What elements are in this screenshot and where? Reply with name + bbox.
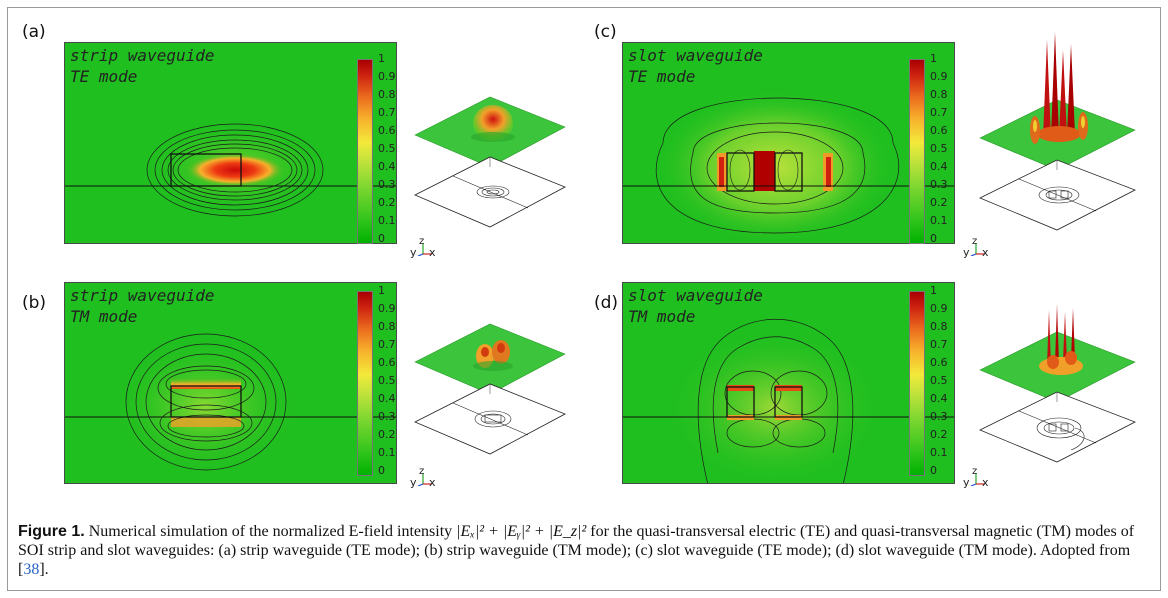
field-map [65,43,396,243]
axis-y-label: y [410,246,417,259]
colorbar-tick: 0.9 [378,70,396,83]
caption-formula: |Eₓ|² + |Eᵧ|² + |E_z|² [456,523,587,540]
colorbar [909,291,925,476]
colorbar-ticks: 1 0.9 0.8 0.7 0.6 0.5 0.4 0.3 0.2 0.1 0 [378,284,418,477]
colorbar-tick: 0.9 [930,70,948,83]
colorbar-tick: 0.3 [930,410,948,423]
axis-y-label: y [410,476,417,489]
colorbar-tick: 0.2 [378,428,396,441]
colorbar-tick: 0.2 [930,196,948,209]
field-plot: strip waveguide TM mode [64,282,397,484]
caption-text-end: ]. [39,561,49,578]
colorbar-tick: 0.3 [378,410,396,423]
panel-title-line2: TM mode [628,307,696,326]
colorbar-tick: 1 [378,284,385,297]
field-map [65,283,396,483]
figure-caption: Figure 1. Numerical simulation of the no… [18,522,1148,579]
colorbar-tick: 0.8 [378,320,396,333]
colorbar-tick: 0.8 [378,88,396,101]
colorbar-tick: 0.1 [378,214,396,227]
colorbar-tick: 0.5 [930,374,948,387]
colorbar-tick: 0.4 [930,160,948,173]
colorbar-tick: 0.6 [930,124,948,137]
colorbar-tick: 0.9 [930,302,948,315]
iso-3d-view [414,323,566,455]
colorbar-tick: 0.2 [930,428,948,441]
panel-title: slot waveguide TM mode [628,285,763,327]
panel-title-line2: TM mode [70,307,138,326]
panel-title: slot waveguide TE mode [628,45,763,87]
axis-z-label: z [419,466,425,477]
colorbar-tick: 1 [378,52,385,65]
panel-title-line1: slot waveguide [628,286,763,305]
field-plot: slot waveguide TE mode [622,42,955,244]
colorbar-tick: 0.3 [930,178,948,191]
colorbar-ticks: 1 0.9 0.8 0.7 0.6 0.5 0.4 0.3 0.2 0.1 0 [378,52,418,245]
caption-text-before: Numerical simulation of the normalized E… [84,523,457,540]
iso-3d-view [414,96,566,228]
colorbar-tick: 0.5 [378,374,396,387]
colorbar [357,291,373,476]
colorbar-tick: 0.7 [930,338,948,351]
axis-z-label: z [972,466,978,477]
iso-3d-view [979,304,1136,463]
field-map [623,43,954,243]
colorbar-tick: 0.7 [378,106,396,119]
panel-letter: (b) [22,293,47,313]
colorbar-tick: 0.7 [378,338,396,351]
panel-title-line1: slot waveguide [628,46,763,65]
colorbar-tick: 0.1 [930,446,948,459]
colorbar-tick: 0.8 [930,88,948,101]
colorbar-tick: 0.1 [930,214,948,227]
caption-reference-link[interactable]: 38 [23,561,40,578]
colorbar-tick: 0.4 [930,392,948,405]
colorbar [909,59,925,244]
panel-title-line1: strip waveguide [70,286,215,305]
field-plot: slot waveguide TM mode [622,282,955,484]
panel-letter: (a) [22,22,46,42]
axis-x-label: x [429,246,436,259]
colorbar-tick: 0 [930,464,937,477]
axis-y-label: y [963,476,970,489]
colorbar-tick: 0.4 [378,160,396,173]
axis-z-label: z [972,236,978,247]
colorbar-tick: 0.5 [378,142,396,155]
axis-x-label: x [982,246,989,259]
colorbar-tick: 0.9 [378,302,396,315]
colorbar [357,59,373,244]
colorbar-tick: 0 [378,464,385,477]
field-map [623,283,954,483]
field-plot: strip waveguide TE mode [64,42,397,244]
caption-text-after: for the quasi-transversal electric (TE) … [18,523,1135,578]
panel-title: strip waveguide TM mode [70,285,215,327]
colorbar-tick: 0.2 [378,196,396,209]
colorbar-tick: 0.6 [930,356,948,369]
colorbar-tick: 0.4 [378,392,396,405]
colorbar-tick: 0.3 [378,178,396,191]
panel-letter: (d) [594,293,619,313]
axis-y-label: y [963,246,970,259]
colorbar-tick: 1 [930,284,937,297]
colorbar-ticks: 1 0.9 0.8 0.7 0.6 0.5 0.4 0.3 0.2 0.1 0 [930,52,970,245]
panel-title-line2: TE mode [70,67,138,86]
colorbar-tick: 0 [378,232,385,245]
colorbar-tick: 0.1 [378,446,396,459]
colorbar-tick: 0.8 [930,320,948,333]
panel-title-line1: strip waveguide [70,46,215,65]
colorbar-tick: 1 [930,52,937,65]
colorbar-tick: 0.6 [378,124,396,137]
colorbar-ticks: 1 0.9 0.8 0.7 0.6 0.5 0.4 0.3 0.2 0.1 0 [930,284,970,477]
colorbar-tick: 0.5 [930,142,948,155]
axis-x-label: x [982,476,989,489]
colorbar-tick: 0.7 [930,106,948,119]
panel-letter: (c) [594,22,617,42]
axis-x-label: x [429,476,436,489]
panel-title: strip waveguide TE mode [70,45,215,87]
caption-label: Figure 1. [18,523,85,540]
iso-3d-view [979,32,1136,231]
panel-title-line2: TE mode [628,67,696,86]
colorbar-tick: 0.6 [378,356,396,369]
colorbar-tick: 0 [930,232,937,245]
axis-z-label: z [419,236,425,247]
